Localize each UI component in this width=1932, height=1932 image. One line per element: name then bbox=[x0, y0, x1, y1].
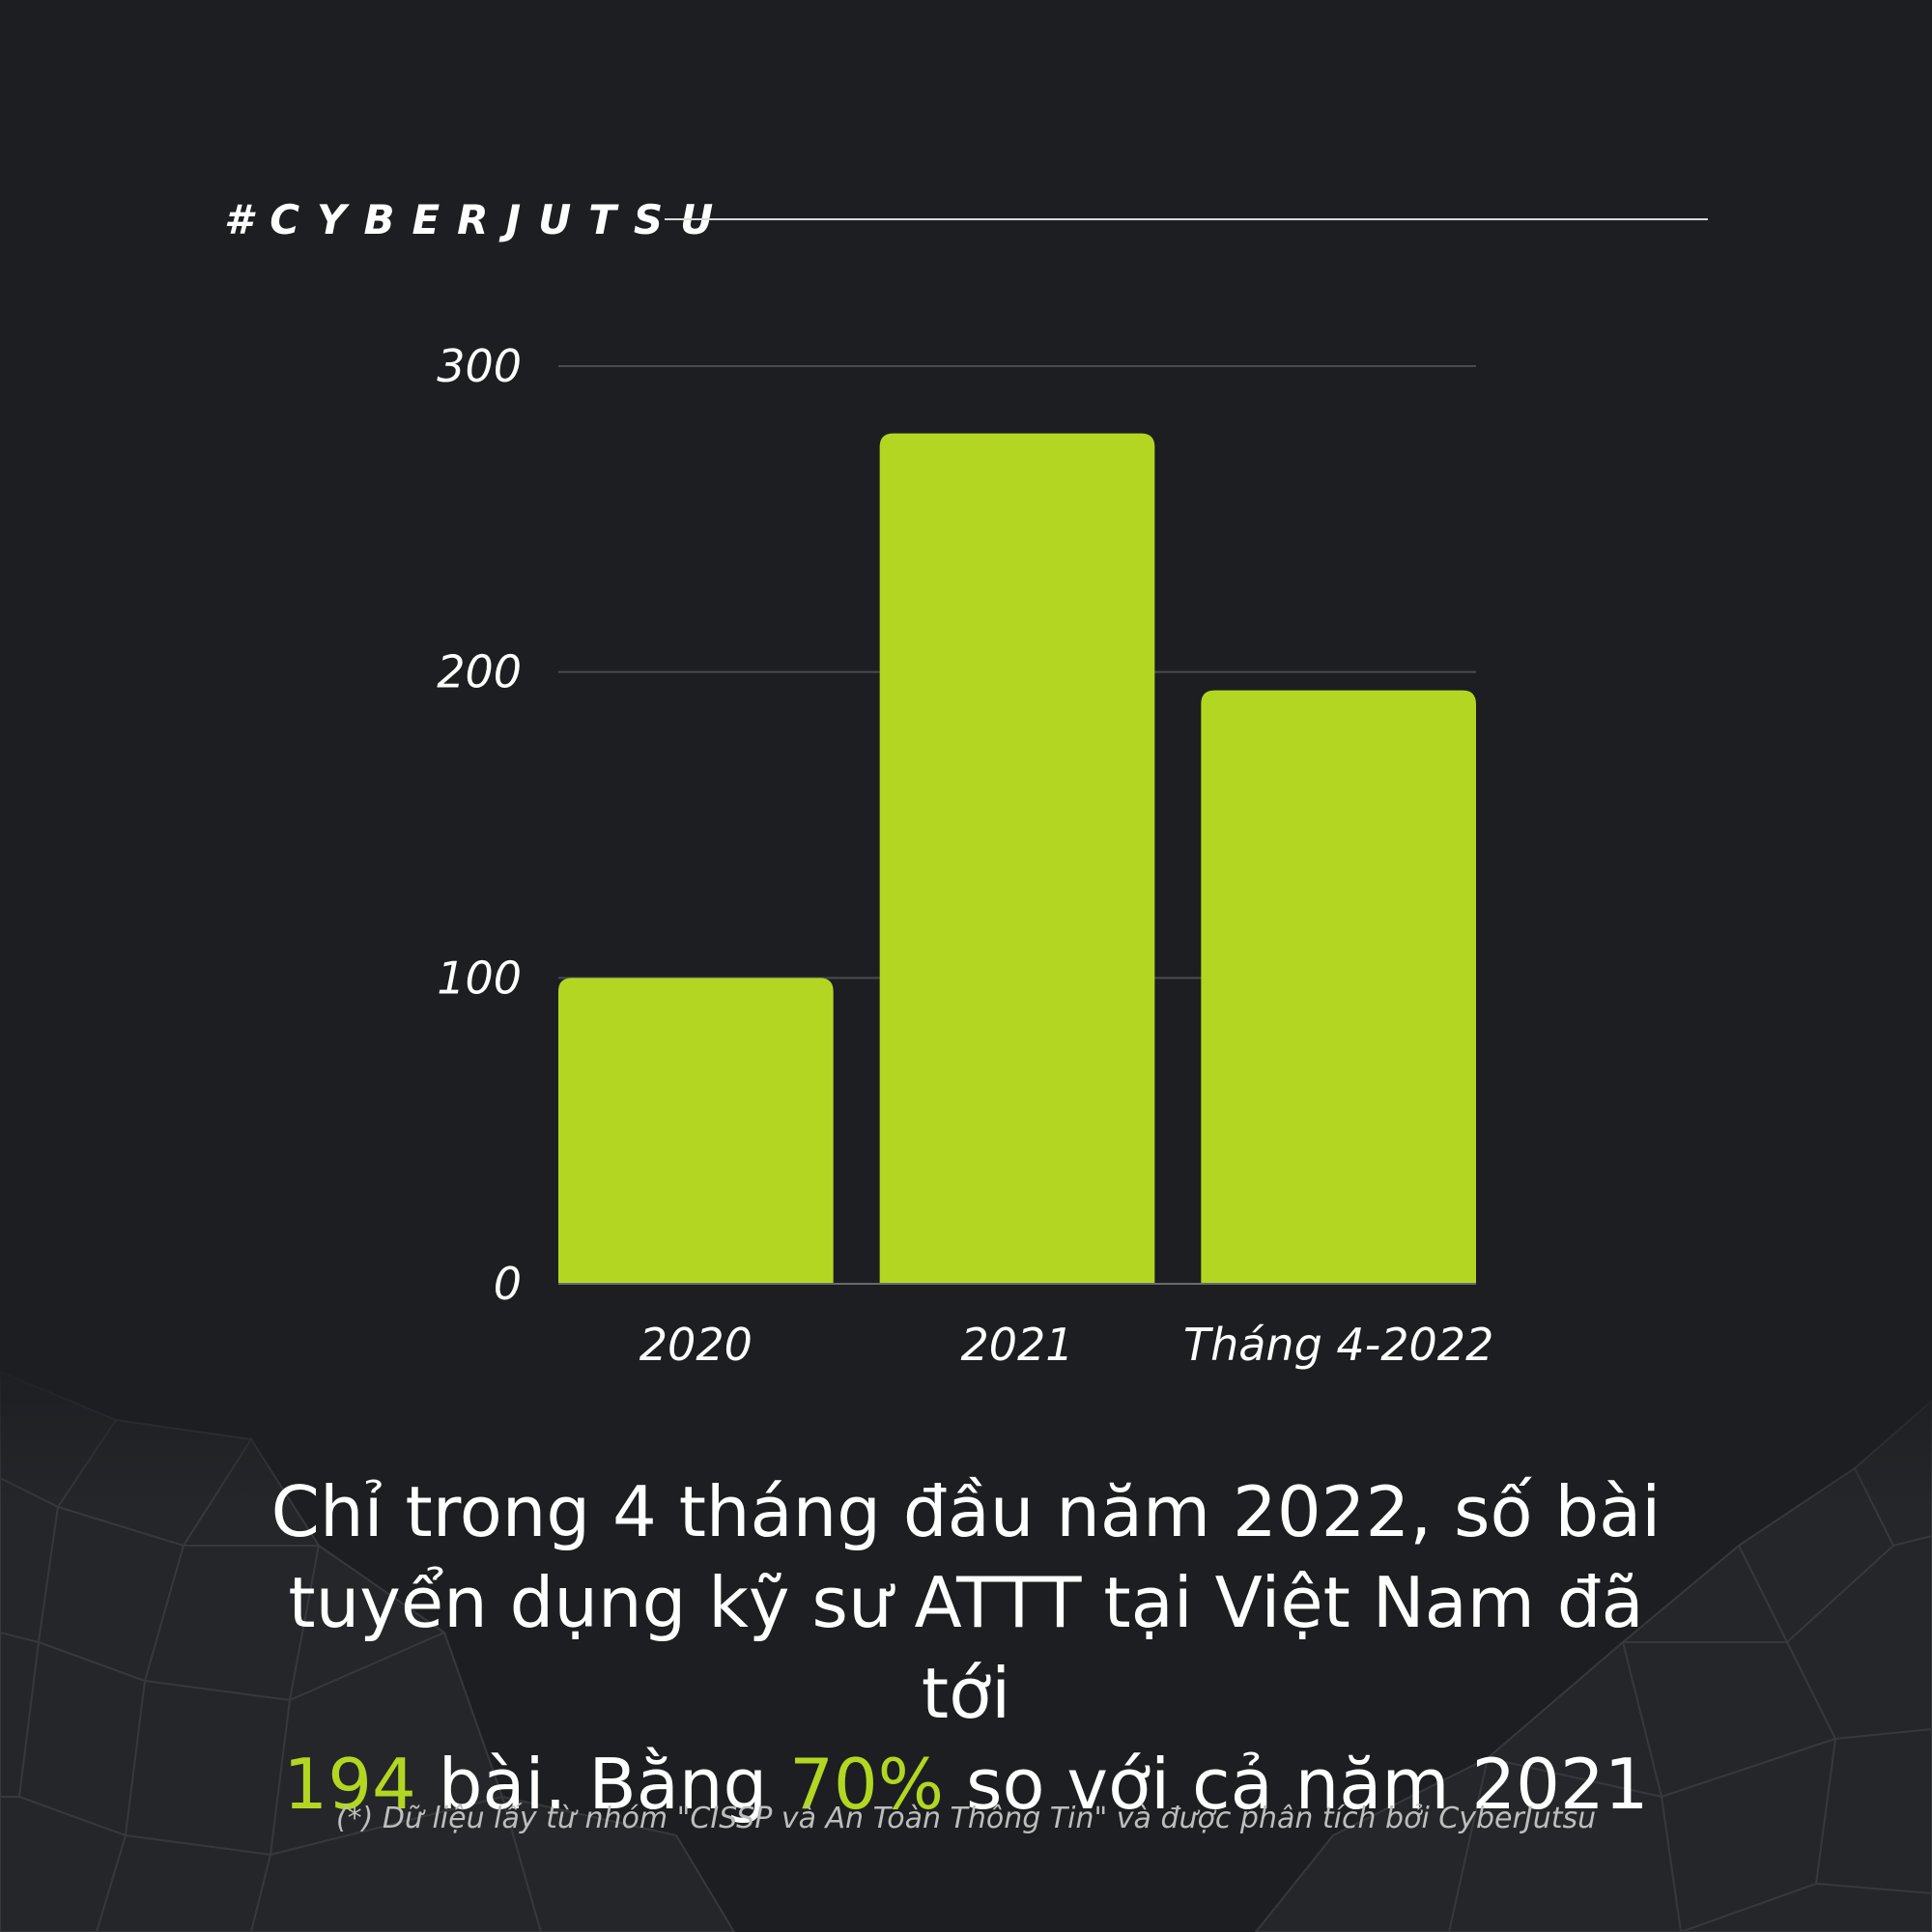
headline-line-2: tuyển dụng kỹ sư ATTT tại Việt Nam đã tớ… bbox=[288, 1562, 1644, 1734]
x-tick-labels: 2020 2021 Tháng 4-2022 bbox=[639, 1319, 1494, 1371]
bar-1 bbox=[879, 433, 1155, 1285]
y-tick-label: 0 bbox=[494, 1258, 522, 1310]
y-tick-labels: 0 100 200 300 bbox=[437, 340, 522, 1310]
source-footnote: (*) Dữ liệu lấy từ nhóm "CISSP và An Toà… bbox=[335, 1802, 1597, 1835]
x-tick-label: Tháng 4-2022 bbox=[1183, 1319, 1493, 1371]
headline-text: Chỉ trong 4 tháng đầu năm 2022, số bài t… bbox=[242, 1466, 1690, 1830]
bar-2 bbox=[1201, 690, 1476, 1284]
bar-0 bbox=[558, 978, 834, 1284]
y-tick-label: 100 bbox=[437, 952, 522, 1004]
headline-line-3: 194 bài. Bằng 70% so với cả năm 2021 bbox=[242, 1739, 1690, 1830]
headline-line-3-end: so với cả năm 2021 bbox=[944, 1744, 1649, 1825]
y-tick-label: 200 bbox=[437, 646, 522, 698]
brand-hashtag: #CYBERJUTSU bbox=[224, 196, 731, 243]
bars bbox=[558, 433, 1476, 1285]
highlight-percent: 70% bbox=[789, 1744, 945, 1825]
x-tick-label: 2020 bbox=[639, 1319, 753, 1371]
header-divider bbox=[665, 218, 1708, 220]
highlight-count: 194 bbox=[283, 1744, 416, 1825]
headline-line-3-mid: bài. Bằng bbox=[415, 1744, 790, 1825]
y-tick-label: 300 bbox=[437, 340, 522, 392]
headline-line-1: Chỉ trong 4 tháng đầu năm 2022, số bài bbox=[270, 1471, 1662, 1552]
x-tick-label: 2021 bbox=[960, 1319, 1073, 1371]
